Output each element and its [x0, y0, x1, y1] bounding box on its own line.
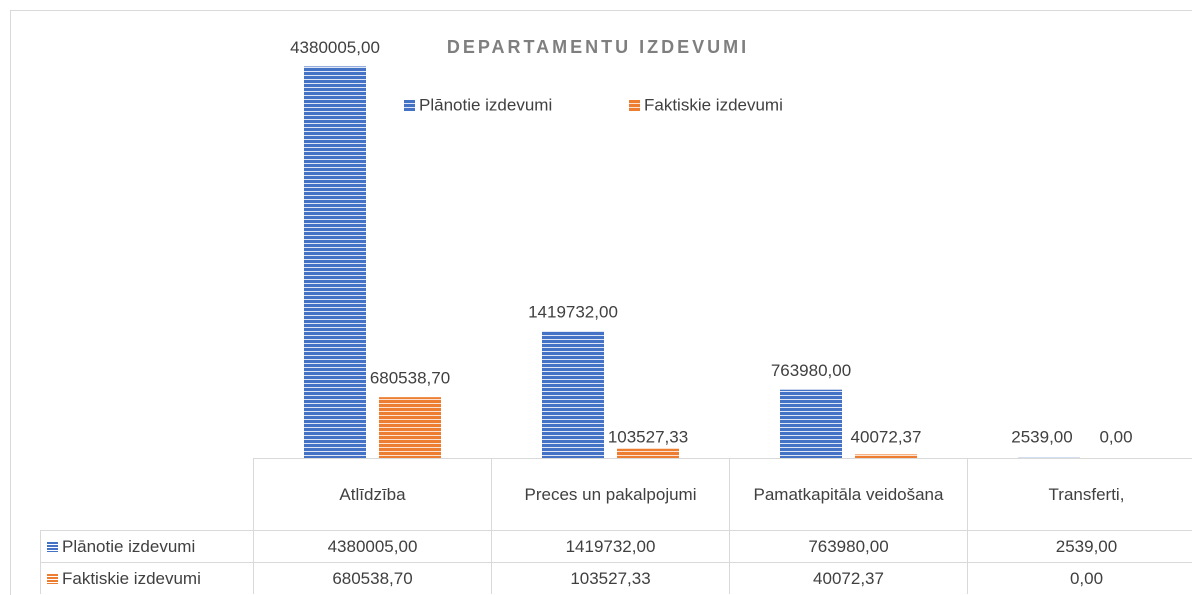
data-label: 103527,33 [608, 427, 688, 446]
data-label: 0,00 [1099, 427, 1132, 446]
table-legend-key [47, 573, 58, 584]
data-label: 763980,00 [771, 361, 851, 380]
chart-border [10, 10, 1192, 595]
table-cell: 0,00 [967, 562, 1192, 594]
table-cell: 680538,70 [253, 562, 491, 594]
data-label: 680538,70 [370, 369, 450, 388]
table-legend-key [47, 541, 58, 552]
table-header: Pamatkapitāla veidošana [729, 458, 967, 530]
table-header: Atlīdzība [253, 458, 491, 530]
table-cell: 1419732,00 [491, 530, 729, 562]
table-header: Preces un pakalpojumi [491, 458, 729, 530]
table-row-label: Plānotie izdevumi [40, 530, 253, 562]
legend-label: Plānotie izdevumi [419, 95, 552, 114]
bar [379, 397, 441, 458]
data-label: 4380005,00 [290, 38, 380, 57]
table-cell: 103527,33 [491, 562, 729, 594]
bar [780, 389, 842, 458]
bar [617, 448, 679, 458]
table-row-label: Faktiskie izdevumi [40, 562, 253, 594]
data-label: 40072,37 [851, 427, 922, 446]
table-cell: 2539,00 [967, 530, 1192, 562]
bar [542, 331, 604, 458]
legend-swatch [404, 100, 415, 111]
series-name: Faktiskie izdevumi [62, 568, 201, 588]
chart-title: DEPARTAMENTU IZDEVUMI [447, 37, 749, 57]
bar [855, 454, 917, 458]
series-name: Plānotie izdevumi [62, 536, 196, 556]
table-cell: 763980,00 [729, 530, 967, 562]
table-header: Transferti, [967, 458, 1192, 530]
data-label: 2539,00 [1011, 427, 1072, 446]
bar [304, 66, 366, 458]
table-cell: 40072,37 [729, 562, 967, 594]
table-cell: 4380005,00 [253, 530, 491, 562]
data-label: 1419732,00 [528, 303, 618, 322]
legend-swatch [629, 100, 640, 111]
legend-label: Faktiskie izdevumi [644, 95, 783, 114]
